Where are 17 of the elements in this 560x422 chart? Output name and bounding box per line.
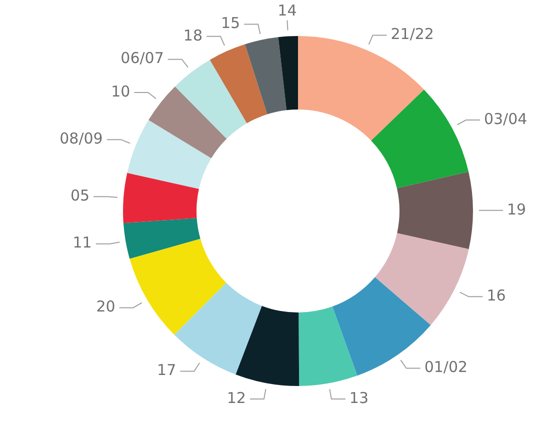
slice-label: 10 (111, 82, 130, 100)
slice-label: 14 (278, 2, 297, 20)
slice-label: 21/22 (390, 25, 434, 44)
slice-label: 13 (349, 388, 369, 407)
slice-label: 01/02 (424, 358, 468, 376)
slice-label: 06/07 (120, 49, 164, 68)
slice-label: 05 (70, 186, 90, 205)
slice-label: 15 (221, 14, 240, 32)
slice-label: 12 (226, 388, 246, 407)
slice-label: 08/09 (60, 129, 103, 148)
slice-label: 16 (486, 286, 506, 305)
slice-label: 03/04 (484, 110, 528, 128)
slice-label: 19 (507, 200, 526, 218)
slice-label: 11 (72, 234, 92, 252)
slice-label: 20 (96, 298, 116, 316)
slice-label: 18 (183, 26, 202, 44)
slice-label: 17 (157, 361, 176, 380)
